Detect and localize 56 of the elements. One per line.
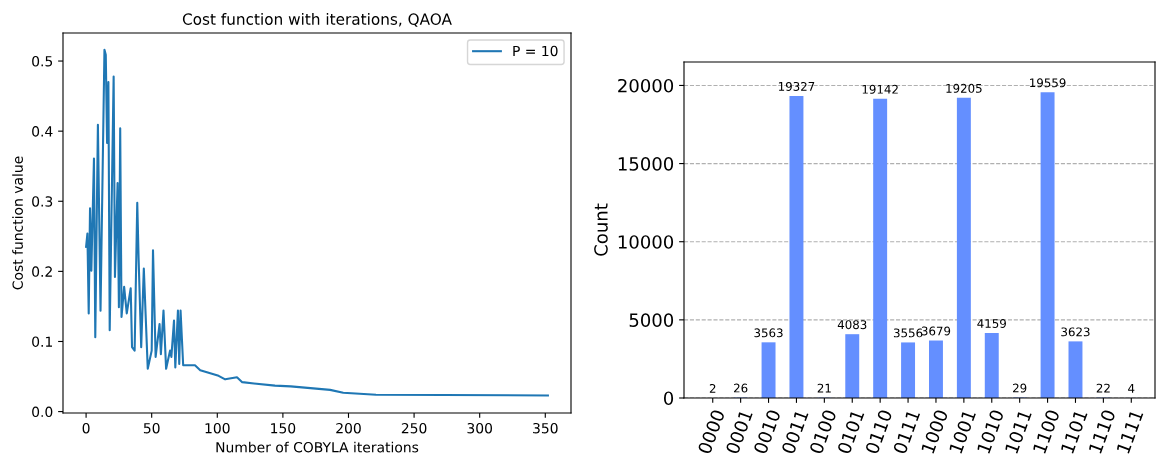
- y-tick-label: 0.1: [32, 336, 52, 347]
- x-tick-label: 0000: [697, 408, 726, 455]
- y-axis-title: Count: [594, 203, 608, 256]
- data-label: 21: [817, 383, 831, 393]
- data-label: 3563: [754, 328, 783, 338]
- y-axis-title: Cost function value: [12, 156, 23, 290]
- data-label: 22: [1096, 383, 1110, 393]
- data-label: 19142: [862, 84, 898, 94]
- x-tick-label: 200: [336, 422, 361, 434]
- x-tick-label: 1010: [976, 408, 1005, 454]
- x-tick-label: 1011: [1004, 409, 1032, 454]
- data-label: 19205: [946, 83, 982, 93]
- legend-label: P = 10: [513, 45, 558, 57]
- y-tick-label: 15000: [618, 157, 674, 171]
- x-axis-title: Number of COBYLA iterations: [216, 441, 419, 453]
- x-tick-label: 100: [205, 422, 230, 434]
- data-label: 4083: [837, 320, 867, 330]
- x-tick-label: 0011: [781, 409, 809, 455]
- y-tick-label: 5000: [629, 313, 674, 327]
- x-tick-label: 0100: [808, 408, 837, 455]
- data-label: 3556: [893, 328, 923, 338]
- y-tick-label: 0: [663, 391, 674, 406]
- data-label: 2: [709, 383, 716, 393]
- x-tick-label: 150: [271, 422, 296, 434]
- data-label: 29: [1013, 383, 1027, 393]
- y-tick-label: 0.4: [32, 126, 53, 137]
- x-tick-label: 0110: [864, 408, 893, 455]
- chart-title: Cost function with iterations, QAOA: [182, 13, 452, 27]
- x-tick-label: 1100: [1032, 408, 1060, 454]
- data-label: 3623: [1061, 327, 1090, 337]
- data-label: 3679: [921, 326, 951, 336]
- y-tick-label: 0.2: [32, 266, 52, 277]
- x-tick-label: 1111: [1116, 409, 1144, 454]
- x-tick-label: 250: [401, 422, 427, 434]
- x-tick-label: 0101: [836, 409, 865, 455]
- x-tick-label: 1000: [920, 408, 949, 454]
- x-tick-label: 0010: [753, 408, 781, 455]
- x-tick-label: 1101: [1060, 409, 1088, 454]
- y-tick-label: 0.5: [32, 56, 53, 67]
- x-tick-label: 350: [533, 422, 558, 434]
- data-label: 19327: [778, 81, 815, 91]
- y-tick-label: 0.0: [32, 406, 53, 418]
- x-tick-label: 0001: [725, 409, 753, 455]
- data-label: 4159: [977, 319, 1006, 328]
- x-tick-label: 300: [467, 422, 493, 434]
- data-label: 19559: [1030, 78, 1066, 88]
- y-tick-label: 10000: [618, 235, 674, 249]
- y-tick-label: 20000: [618, 78, 674, 93]
- x-tick-label: 50: [143, 422, 160, 434]
- data-label: 4: [1128, 384, 1135, 393]
- y-tick-label: 0.3: [32, 196, 53, 207]
- x-tick-label: 0: [82, 422, 90, 434]
- x-tick-label: 1001: [948, 409, 977, 454]
- x-tick-label: 1110: [1088, 408, 1116, 454]
- x-tick-label: 0111: [892, 409, 921, 455]
- data-label: 26: [734, 383, 748, 393]
